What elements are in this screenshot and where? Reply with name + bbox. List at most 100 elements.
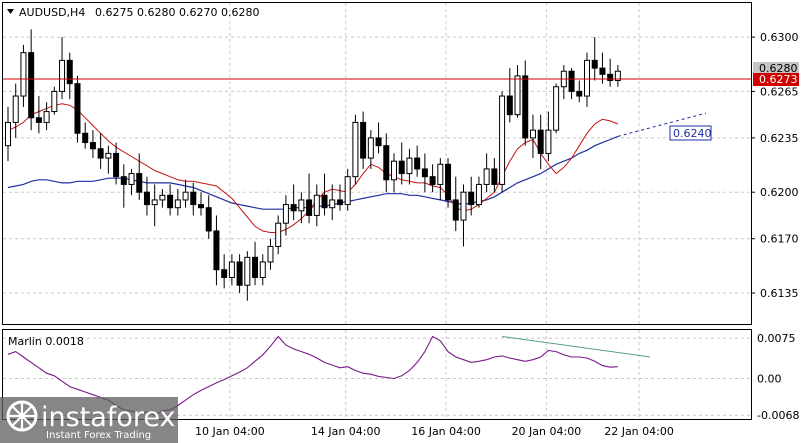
fast-ma-line <box>7 103 619 233</box>
bullish-candle <box>174 199 181 209</box>
price-tick-label: 0.6235 <box>760 132 799 145</box>
bullish-candle <box>12 95 19 123</box>
bullish-candle <box>298 199 305 212</box>
bearish-candle <box>236 261 243 286</box>
bullish-candle <box>475 183 482 206</box>
bearish-candle <box>167 194 174 209</box>
watermark-brand: instaforex <box>41 402 175 433</box>
bearish-candle <box>468 191 475 206</box>
bullish-candle <box>244 256 251 286</box>
bearish-candle <box>445 163 452 201</box>
bearish-candle <box>452 199 459 221</box>
bullish-candle <box>59 59 66 92</box>
bearish-candle <box>522 75 529 139</box>
bullish-candle <box>105 152 112 159</box>
bullish-candle <box>460 191 467 221</box>
oscillator-panel-border <box>2 329 752 420</box>
bearish-candle <box>414 157 421 170</box>
bullish-candle <box>267 245 274 263</box>
bearish-candle <box>190 191 197 206</box>
bullish-candle <box>43 111 50 123</box>
price-tick-label: 0.6265 <box>760 85 799 98</box>
price-tick-label: 0.6135 <box>760 287 799 300</box>
bearish-candle <box>136 173 143 193</box>
oscillator-grid <box>3 330 751 419</box>
bullish-candle <box>529 129 536 139</box>
bullish-candle <box>259 261 266 278</box>
time-tick-label: 10 Jan 04:00 <box>195 425 265 438</box>
bullish-candle <box>352 121 359 178</box>
bullish-candle <box>545 129 552 154</box>
bearish-candle <box>213 230 220 271</box>
slow-ma-line <box>7 135 619 210</box>
bearish-candle <box>336 199 343 206</box>
bearish-candle <box>421 168 428 178</box>
bullish-candle <box>128 173 135 185</box>
oscillator-axis: 0.0075 0.00 -0.0068 <box>757 332 799 422</box>
bearish-candle <box>74 83 81 134</box>
oscillator-tick-label: 0.0075 <box>757 332 796 345</box>
price-tick-label: 0.6170 <box>760 233 799 246</box>
target-price-tag[interactable] <box>669 125 712 141</box>
bullish-candle <box>151 199 158 206</box>
target-price-value: 0.6240 <box>673 127 712 140</box>
bullish-candle <box>584 59 590 97</box>
bearish-candle <box>143 191 150 206</box>
bearish-candle <box>576 90 583 97</box>
bullish-candle <box>20 52 27 97</box>
bearish-candle <box>429 176 436 185</box>
indicator-label: Marlin 0.0018 <box>8 335 84 348</box>
bearish-candle <box>113 152 120 178</box>
fast-moving-average <box>7 103 619 233</box>
level-price-tag <box>753 73 799 86</box>
bearish-candle <box>383 145 390 181</box>
bearish-candle <box>568 70 575 92</box>
bullish-candle <box>275 222 282 247</box>
bearish-candle <box>375 137 382 147</box>
bearish-candle <box>321 194 328 209</box>
bullish-candle <box>344 176 351 206</box>
bullish-candle <box>313 194 320 216</box>
bearish-candle <box>66 59 73 85</box>
bullish-candle <box>228 261 235 278</box>
bearish-candle <box>537 129 544 154</box>
bullish-candle <box>483 168 490 185</box>
bearish-candle <box>290 204 297 212</box>
main-panel-border <box>2 2 752 325</box>
watermark-tagline: Instant Forex Trading <box>46 430 151 441</box>
bullish-candle <box>329 199 336 209</box>
time-tick-label: 16 Jan 04:00 <box>411 425 481 438</box>
bearish-candle <box>120 176 127 185</box>
bullish-candle <box>499 95 506 185</box>
watermark: instaforex Instant Forex Trading <box>0 397 178 443</box>
bullish-candle <box>437 163 444 185</box>
bullish-candle <box>367 137 374 159</box>
bearish-candle <box>491 168 498 185</box>
last-price-value: 0.6280 <box>759 62 798 75</box>
ohlc-values: 0.6275 0.6280 0.6270 0.6280 <box>95 6 259 19</box>
bullish-candle <box>159 194 166 201</box>
divergence-line <box>502 335 651 358</box>
last-price-tag <box>753 62 799 75</box>
dropdown-arrow-icon[interactable] <box>7 9 14 14</box>
bullish-candle <box>391 160 397 181</box>
price-axis: 0.6300 0.6265 0.6235 0.6200 0.6170 0.6135 <box>751 31 799 300</box>
price-tick-label: 0.6300 <box>760 31 799 44</box>
bullish-candle <box>282 204 289 224</box>
bearish-candle <box>599 67 606 75</box>
bearish-candle <box>398 160 405 175</box>
price-candles <box>5 29 621 301</box>
slow-moving-average <box>7 135 619 210</box>
bullish-candle <box>51 90 58 113</box>
bullish-candle <box>182 191 189 201</box>
bearish-candle <box>221 269 228 278</box>
bearish-candle <box>306 199 313 216</box>
bullish-candle <box>406 157 413 175</box>
bearish-candle <box>252 256 259 278</box>
bearish-candle <box>198 204 204 209</box>
bearish-candle <box>28 52 35 119</box>
time-tick-label: 20 Jan 04:00 <box>512 425 582 438</box>
bearish-candle <box>360 121 367 159</box>
bearish-candle <box>506 95 513 116</box>
bearish-candle <box>97 148 104 159</box>
